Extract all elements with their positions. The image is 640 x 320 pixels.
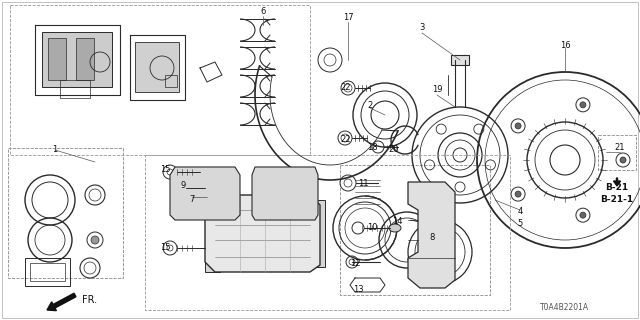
Ellipse shape bbox=[389, 224, 401, 232]
Bar bbox=[135, 42, 179, 92]
Bar bbox=[60, 80, 90, 98]
Polygon shape bbox=[252, 167, 318, 220]
Text: B-21-1: B-21-1 bbox=[600, 196, 634, 204]
Text: 5: 5 bbox=[517, 220, 523, 228]
Text: 9: 9 bbox=[180, 181, 186, 190]
Text: 1: 1 bbox=[52, 146, 58, 155]
Polygon shape bbox=[205, 195, 320, 272]
Bar bbox=[340, 165, 490, 295]
Text: 22: 22 bbox=[340, 135, 351, 145]
Text: T0A4B2201A: T0A4B2201A bbox=[540, 303, 589, 313]
Bar bbox=[25, 258, 70, 286]
Text: 18: 18 bbox=[367, 143, 378, 153]
Bar bbox=[451, 55, 469, 65]
Text: 2: 2 bbox=[367, 100, 372, 109]
Bar bbox=[8, 148, 123, 278]
Text: 8: 8 bbox=[429, 233, 435, 242]
Text: 7: 7 bbox=[189, 195, 195, 204]
Text: 4: 4 bbox=[517, 207, 523, 217]
Circle shape bbox=[515, 191, 521, 197]
Text: 15: 15 bbox=[160, 244, 170, 252]
Circle shape bbox=[620, 157, 626, 163]
Bar bbox=[208, 173, 230, 213]
Bar bbox=[260, 173, 282, 213]
Circle shape bbox=[515, 123, 521, 129]
Text: 17: 17 bbox=[342, 13, 353, 22]
Circle shape bbox=[91, 236, 99, 244]
Text: 15: 15 bbox=[160, 165, 170, 174]
Circle shape bbox=[580, 212, 586, 218]
Bar bbox=[598, 135, 636, 170]
Bar bbox=[310, 200, 325, 267]
Bar bbox=[180, 173, 202, 213]
Text: 11: 11 bbox=[358, 179, 368, 188]
FancyArrow shape bbox=[47, 293, 76, 311]
Text: 21: 21 bbox=[615, 143, 625, 153]
Circle shape bbox=[177, 185, 183, 191]
Text: 16: 16 bbox=[560, 41, 570, 50]
Text: 13: 13 bbox=[353, 285, 364, 294]
Bar bbox=[205, 195, 220, 272]
Bar bbox=[165, 75, 177, 87]
Circle shape bbox=[580, 102, 586, 108]
Text: 19: 19 bbox=[432, 85, 442, 94]
Text: 10: 10 bbox=[367, 223, 377, 233]
Bar bbox=[288, 173, 310, 213]
Bar bbox=[48, 38, 66, 80]
Text: 3: 3 bbox=[419, 23, 425, 33]
Polygon shape bbox=[170, 167, 240, 220]
Text: 22: 22 bbox=[340, 84, 351, 92]
Text: FR.: FR. bbox=[83, 295, 97, 305]
Text: 20: 20 bbox=[388, 146, 399, 155]
FancyArrow shape bbox=[614, 178, 621, 186]
Text: 14: 14 bbox=[392, 218, 403, 227]
Polygon shape bbox=[408, 182, 455, 288]
Text: 12: 12 bbox=[349, 260, 360, 268]
Bar bbox=[30, 263, 65, 281]
Text: 6: 6 bbox=[260, 7, 266, 17]
Text: B-21: B-21 bbox=[605, 183, 628, 193]
Bar bbox=[42, 32, 112, 87]
Bar bbox=[76, 38, 94, 80]
